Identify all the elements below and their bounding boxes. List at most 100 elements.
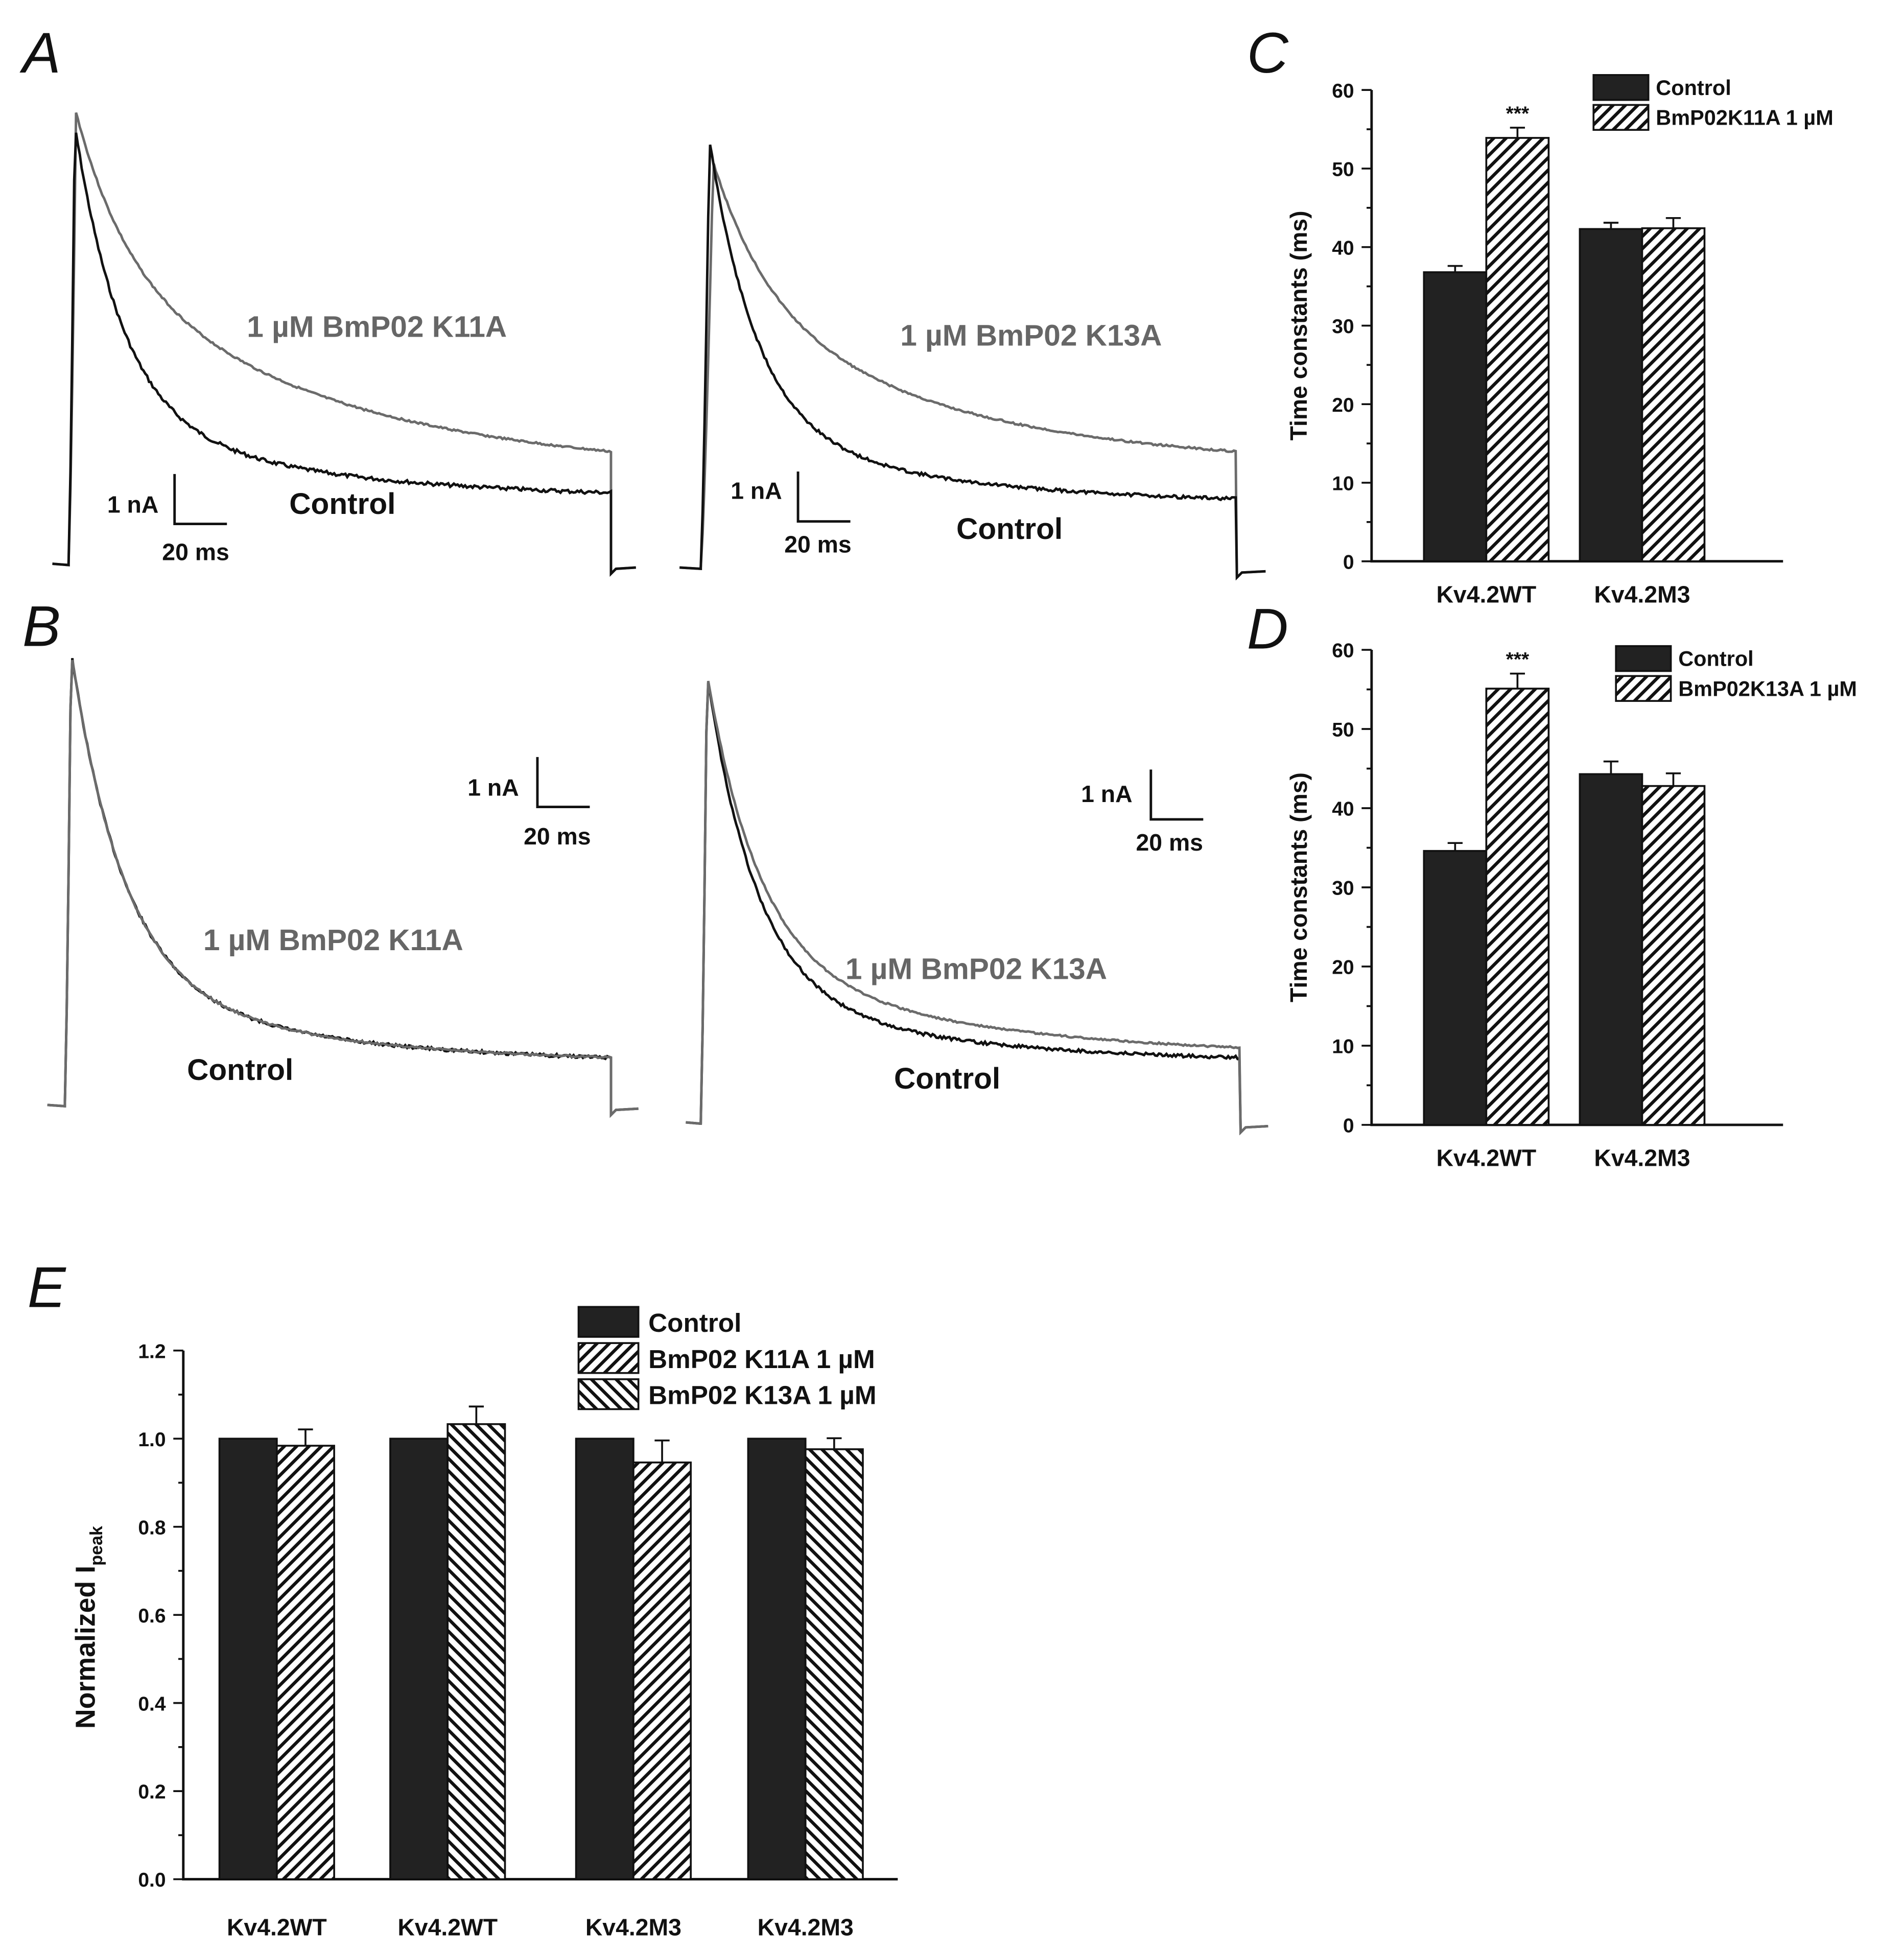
scale-time: 20 ms <box>162 538 229 565</box>
y-tick-label: 0 <box>1343 1115 1354 1137</box>
bar-control <box>747 1438 807 1880</box>
error-bar <box>827 1437 842 1449</box>
bar-charts: C 0 10 20 30 40 50 60 Time constants (ms) Kv4.2WT… <box>28 20 1857 1940</box>
bar-control <box>575 1438 634 1880</box>
bar-control-kv42wt <box>1423 271 1488 562</box>
trace-label-a-left-control: Control <box>289 487 395 521</box>
bar-control-kv42wt <box>1423 850 1488 1126</box>
scale-bar-a-left: 1 nA 20 ms <box>107 474 229 565</box>
bar-treated-kv42wt <box>1485 137 1550 562</box>
significance-marker: *** <box>1506 649 1530 671</box>
bar-treated-kv42wt <box>1485 688 1550 1126</box>
scale-time: 20 ms <box>524 823 591 850</box>
significance-marker: *** <box>1506 103 1530 125</box>
legend-swatch <box>1615 645 1672 672</box>
legend-label: BmP02 K13A 1 µM <box>648 1381 876 1410</box>
legend-swatch <box>1592 74 1650 101</box>
y-tick-label: 0 <box>1343 551 1354 573</box>
y-tick-label: 10 <box>1332 473 1354 495</box>
legend-swatch <box>577 1306 640 1338</box>
error-bar <box>1510 672 1525 689</box>
toxin-trace-b-right <box>686 680 1268 1136</box>
scale-time: 20 ms <box>1136 829 1203 856</box>
trace-label-b-right-control: Control <box>894 1062 1000 1095</box>
trace-label-a-right-control: Control <box>956 512 1063 546</box>
trace-label-b-left-control: Control <box>187 1053 293 1087</box>
y-axis-label: Time constants (ms) <box>1285 210 1312 440</box>
panel-letter-a: A <box>19 20 61 85</box>
chart-d: D 0 10 20 30 40 50 60 Time constants (ms) Kv4.2WT… <box>1247 597 1857 1171</box>
y-tick-label: 1.0 <box>138 1429 166 1451</box>
bar-control <box>389 1438 449 1880</box>
toxin-trace-b-left <box>47 660 639 1118</box>
bar-treated <box>632 1461 692 1880</box>
toxin-trace-a-right <box>679 163 1266 581</box>
y-axis-label-subscript: peak <box>87 1525 106 1566</box>
error-bar <box>1665 772 1681 786</box>
bar-control <box>218 1438 278 1880</box>
panel-letter-e: E <box>28 1255 66 1319</box>
trace-label-b-left-toxin: 1 µM BmP02 K11A <box>203 924 463 957</box>
toxin-trace-a-left <box>52 112 636 577</box>
y-tick-label: 0.4 <box>138 1693 166 1715</box>
legend-label: BmP02K13A 1 µM <box>1678 676 1857 700</box>
scale-current: 1 nA <box>1081 781 1132 807</box>
control-trace-b-left <box>47 658 639 1118</box>
x-category-label: Kv4.2WT <box>397 1914 498 1940</box>
x-category-label: Kv4.2WT <box>227 1914 327 1940</box>
legend-swatch <box>1592 104 1650 131</box>
y-axis-label: Normalized Ipeak <box>70 1525 106 1729</box>
scale-time: 20 ms <box>784 531 851 558</box>
y-tick-label: 50 <box>1332 159 1354 181</box>
legend-label: Control <box>648 1308 741 1337</box>
y-tick-label: 0.2 <box>138 1781 166 1803</box>
y-tick-label: 30 <box>1332 316 1354 338</box>
x-category-label: Kv4.2WT <box>1436 581 1536 607</box>
y-tick-label: 40 <box>1332 798 1354 820</box>
panel-letter-d: D <box>1247 597 1288 661</box>
error-bar <box>1603 222 1619 229</box>
bar-treated <box>446 1423 506 1880</box>
legend-swatch <box>1615 675 1672 702</box>
scale-bar-b-right: 1 nA 20 ms <box>1081 769 1204 856</box>
bar-treated-kv42m3 <box>1641 785 1706 1126</box>
error-bar <box>468 1405 484 1424</box>
x-category-label: Kv4.2M3 <box>585 1914 681 1940</box>
trace-label-a-left-toxin: 1 µM BmP02 K11A <box>247 310 507 343</box>
y-tick-label: 50 <box>1332 719 1354 741</box>
panel-letter-c: C <box>1247 20 1289 85</box>
scale-bar-b-left: 1 nA 20 ms <box>467 757 591 850</box>
scale-current: 1 nA <box>107 491 158 518</box>
x-category-label: Kv4.2WT <box>1436 1144 1536 1171</box>
y-axis-label: Time constants (ms) <box>1285 772 1312 1002</box>
y-tick-label: 20 <box>1332 957 1354 979</box>
y-tick-label: 60 <box>1332 640 1354 662</box>
chart-c: C 0 10 20 30 40 50 60 Time constants (ms) Kv4.2WT… <box>1247 20 1834 607</box>
bar-treated <box>276 1445 335 1880</box>
scale-current: 1 nA <box>731 478 782 504</box>
bar-control-kv42m3 <box>1579 228 1643 562</box>
control-trace-b-right <box>686 683 1268 1136</box>
error-bar <box>1665 217 1681 228</box>
error-bar <box>1603 760 1619 774</box>
y-tick-label: 0.0 <box>138 1869 166 1891</box>
y-tick-label: 0.6 <box>138 1605 166 1627</box>
error-bar <box>654 1439 670 1463</box>
error-bar <box>298 1428 313 1446</box>
y-tick-label: 30 <box>1332 878 1354 900</box>
panel-letter-b: B <box>22 594 61 658</box>
trace-label-a-right-toxin: 1 µM BmP02 K13A <box>900 319 1162 352</box>
legend-label: BmP02 K11A 1 µM <box>648 1345 875 1374</box>
bar-treated-kv42m3 <box>1641 227 1706 562</box>
error-bar <box>1447 842 1463 851</box>
error-bar <box>1447 265 1463 272</box>
x-category-label: Kv4.2M3 <box>1594 1144 1690 1171</box>
current-traces <box>47 112 1268 1136</box>
y-tick-label: 60 <box>1332 80 1354 102</box>
y-tick-label: 0.8 <box>138 1517 166 1539</box>
scale-bar-a-right: 1 nA 20 ms <box>731 472 852 558</box>
legend-label: BmP02K11A 1 µM <box>1656 105 1833 129</box>
y-tick-label: 1.2 <box>138 1340 166 1362</box>
bar-control-kv42m3 <box>1579 773 1643 1126</box>
